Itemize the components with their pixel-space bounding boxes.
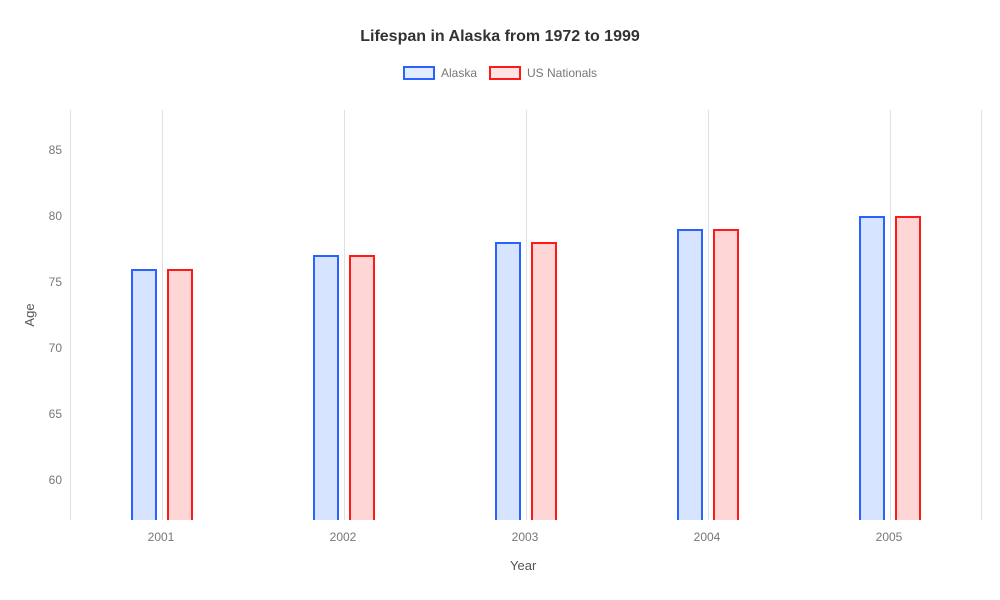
gridline: [981, 110, 982, 520]
legend-item-us: US Nationals: [489, 66, 597, 80]
y-tick-label: 80: [22, 209, 62, 223]
legend: Alaska US Nationals: [0, 66, 1000, 80]
legend-swatch-us: [489, 66, 521, 80]
x-tick-label: 2002: [330, 530, 357, 544]
bar: [859, 216, 885, 520]
x-axis-label: Year: [510, 558, 536, 573]
x-tick-label: 2001: [148, 530, 175, 544]
y-tick-label: 60: [22, 473, 62, 487]
bar: [131, 269, 157, 520]
legend-label-alaska: Alaska: [441, 66, 477, 80]
legend-swatch-alaska: [403, 66, 435, 80]
chart-title: Lifespan in Alaska from 1972 to 1999: [0, 28, 1000, 46]
legend-label-us: US Nationals: [527, 66, 597, 80]
chart-container: Lifespan in Alaska from 1972 to 1999 Ala…: [0, 0, 1000, 600]
gridline: [162, 110, 163, 520]
bar: [313, 255, 339, 520]
plot-area: [70, 110, 980, 520]
bar: [495, 242, 521, 520]
bar: [349, 255, 375, 520]
y-axis-label: Age: [22, 303, 37, 326]
gridline: [890, 110, 891, 520]
y-tick-label: 75: [22, 275, 62, 289]
x-tick-label: 2003: [512, 530, 539, 544]
bar: [895, 216, 921, 520]
y-tick-label: 85: [22, 143, 62, 157]
gridline: [708, 110, 709, 520]
y-tick-label: 70: [22, 341, 62, 355]
bar: [677, 229, 703, 520]
y-tick-label: 65: [22, 407, 62, 421]
bar: [531, 242, 557, 520]
bar: [713, 229, 739, 520]
x-tick-label: 2004: [694, 530, 721, 544]
gridline: [344, 110, 345, 520]
bar: [167, 269, 193, 520]
x-tick-label: 2005: [876, 530, 903, 544]
legend-item-alaska: Alaska: [403, 66, 477, 80]
gridline: [526, 110, 527, 520]
